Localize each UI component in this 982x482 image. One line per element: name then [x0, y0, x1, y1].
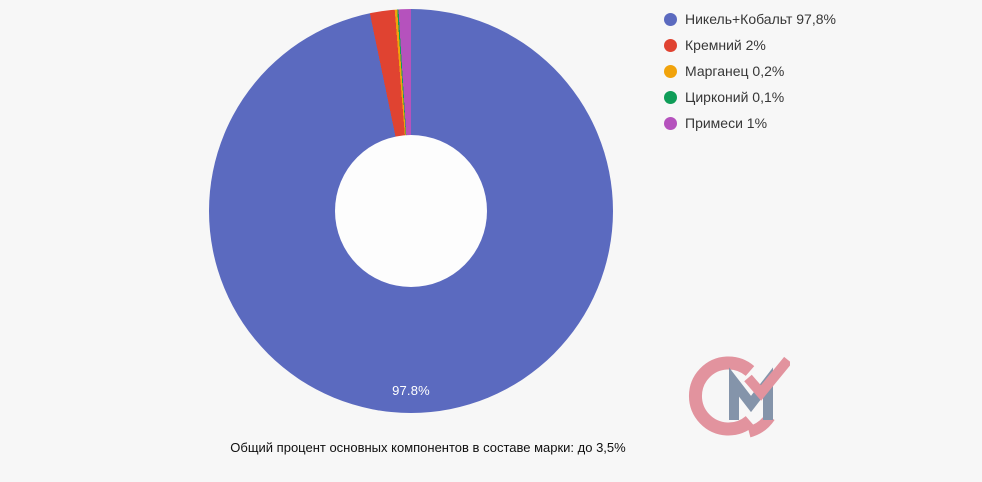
donut-hole [335, 135, 487, 287]
legend-swatch-icon [664, 116, 677, 130]
slice-value-label: 97.8% [392, 383, 430, 398]
legend-item-label: Марганец 0,2% [685, 63, 785, 79]
chart-caption: Общий процент основных компонентов в сос… [230, 440, 626, 455]
legend-item-label: Никель+Кобальт 97,8% [685, 11, 836, 27]
legend-swatch-icon [664, 38, 677, 52]
legend-item-label: Примеси 1% [685, 115, 768, 131]
legend-item[interactable]: Кремний 2% [664, 36, 836, 54]
logo-c-arc [688, 356, 755, 436]
legend-swatch-icon [664, 12, 677, 26]
legend-item-label: Цирконий 0,1% [685, 89, 785, 105]
legend-item[interactable]: Примеси 1% [664, 114, 836, 132]
legend-item-label: Кремний 2% [685, 37, 766, 53]
legend-item[interactable]: Цирконий 0,1% [664, 88, 836, 106]
legend-item[interactable]: Никель+Кобальт 97,8% [664, 10, 836, 28]
legend-swatch-icon [664, 64, 677, 78]
logo-m [729, 367, 773, 420]
sm-watermark-logo [688, 356, 790, 438]
legend: Никель+Кобальт 97,8% Кремний 2% Марганец 0… [664, 10, 836, 140]
donut-chart: 97.8% [209, 9, 613, 413]
logo-check-icon [744, 356, 790, 401]
legend-item[interactable]: Марганец 0,2% [664, 62, 836, 80]
legend-swatch-icon [664, 90, 677, 104]
